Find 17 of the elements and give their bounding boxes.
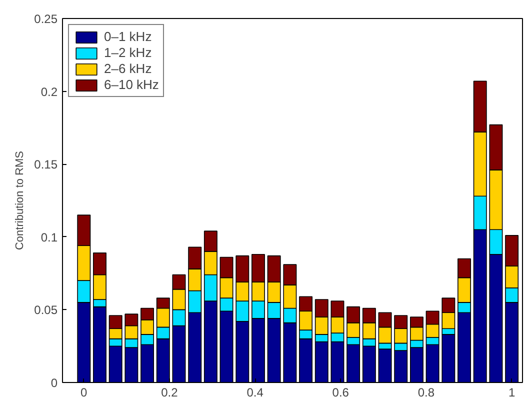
x-tick-label: 0.6 [332,386,350,400]
legend-label: 6–10 kHz [104,77,159,92]
y-tick-label: 0 [50,376,58,390]
y-tick-label: 0.25 [34,12,58,26]
x-tick-label: 0.4 [246,386,264,400]
legend-label: 0–1 kHz [104,29,152,44]
x-tick-label: 0.2 [161,386,178,400]
legend-label: 1–2 kHz [104,45,152,60]
x-tick-label: 0 [80,386,88,400]
legend-label: 2–6 kHz [104,61,152,76]
x-tick-label: 0.8 [418,386,435,400]
y-tick-label: 0.05 [34,303,58,318]
y-axis-title: Contribution to RMS [14,150,26,250]
y-tick-label: 0.2 [40,84,58,99]
x-tick-label: 1 [508,386,516,400]
y-tick-label: 0.15 [34,158,58,172]
y-tick-label: 0.1 [40,230,58,244]
